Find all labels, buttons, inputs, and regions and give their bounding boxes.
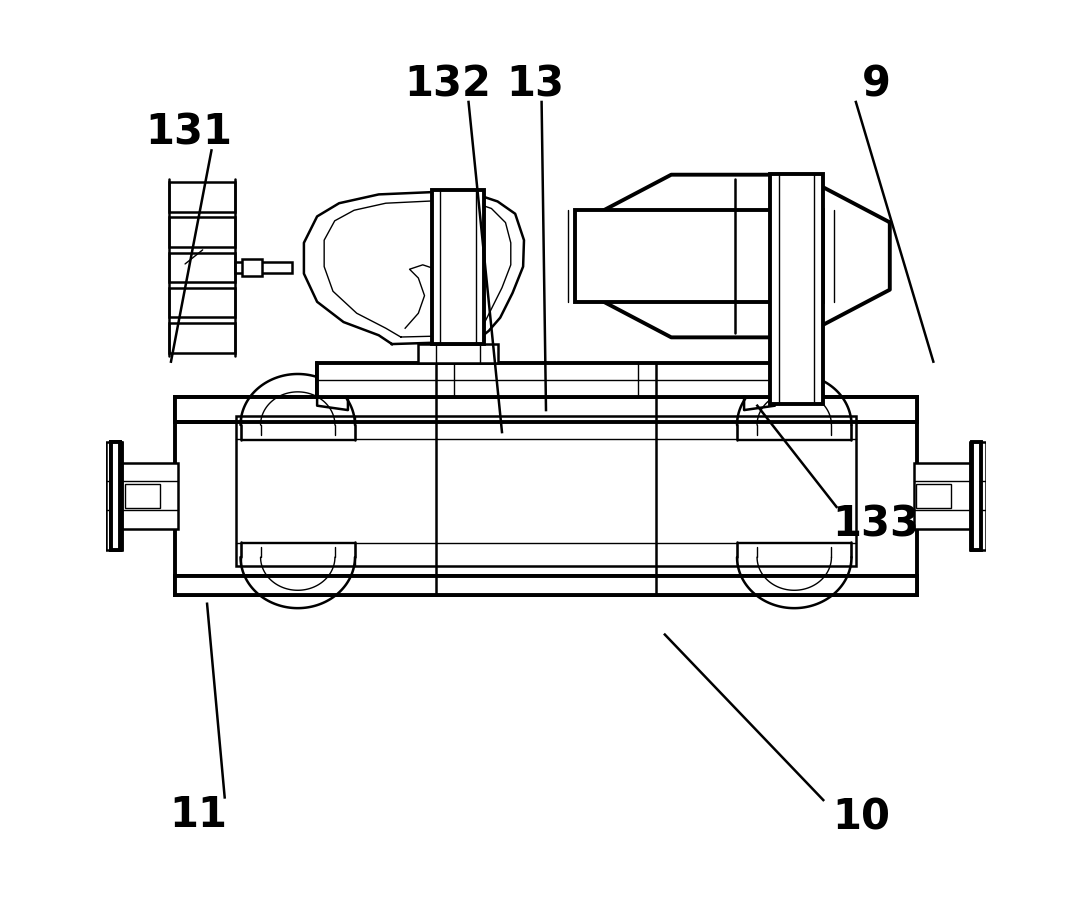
Bar (236, 416, 856, 566)
Bar (111, 442, 120, 550)
Bar (771, 174, 823, 403)
Bar (235, 262, 293, 272)
Text: 9: 9 (862, 63, 891, 105)
Bar (126, 483, 161, 508)
Bar (169, 217, 235, 247)
Polygon shape (304, 192, 524, 344)
Text: 133: 133 (832, 503, 919, 546)
Bar (175, 576, 917, 595)
Bar (972, 442, 981, 550)
Bar (111, 442, 120, 550)
Bar (106, 463, 178, 529)
Bar (169, 323, 235, 353)
Bar (169, 182, 235, 212)
Bar (916, 483, 951, 508)
Text: 131: 131 (145, 112, 233, 154)
Bar (418, 344, 498, 363)
Text: 11: 11 (169, 794, 227, 836)
Bar (914, 463, 986, 529)
Bar (175, 576, 917, 595)
Bar (971, 442, 986, 550)
Bar (169, 253, 235, 282)
Bar (175, 397, 917, 595)
Bar (575, 210, 823, 302)
Bar (106, 442, 121, 550)
Bar (242, 259, 262, 276)
Bar (169, 288, 235, 317)
Bar (317, 363, 775, 397)
Text: 132: 132 (404, 63, 490, 105)
Bar (431, 190, 485, 344)
Bar (175, 397, 917, 422)
Text: 10: 10 (832, 797, 890, 839)
Polygon shape (581, 175, 890, 337)
Text: 13: 13 (507, 63, 565, 105)
